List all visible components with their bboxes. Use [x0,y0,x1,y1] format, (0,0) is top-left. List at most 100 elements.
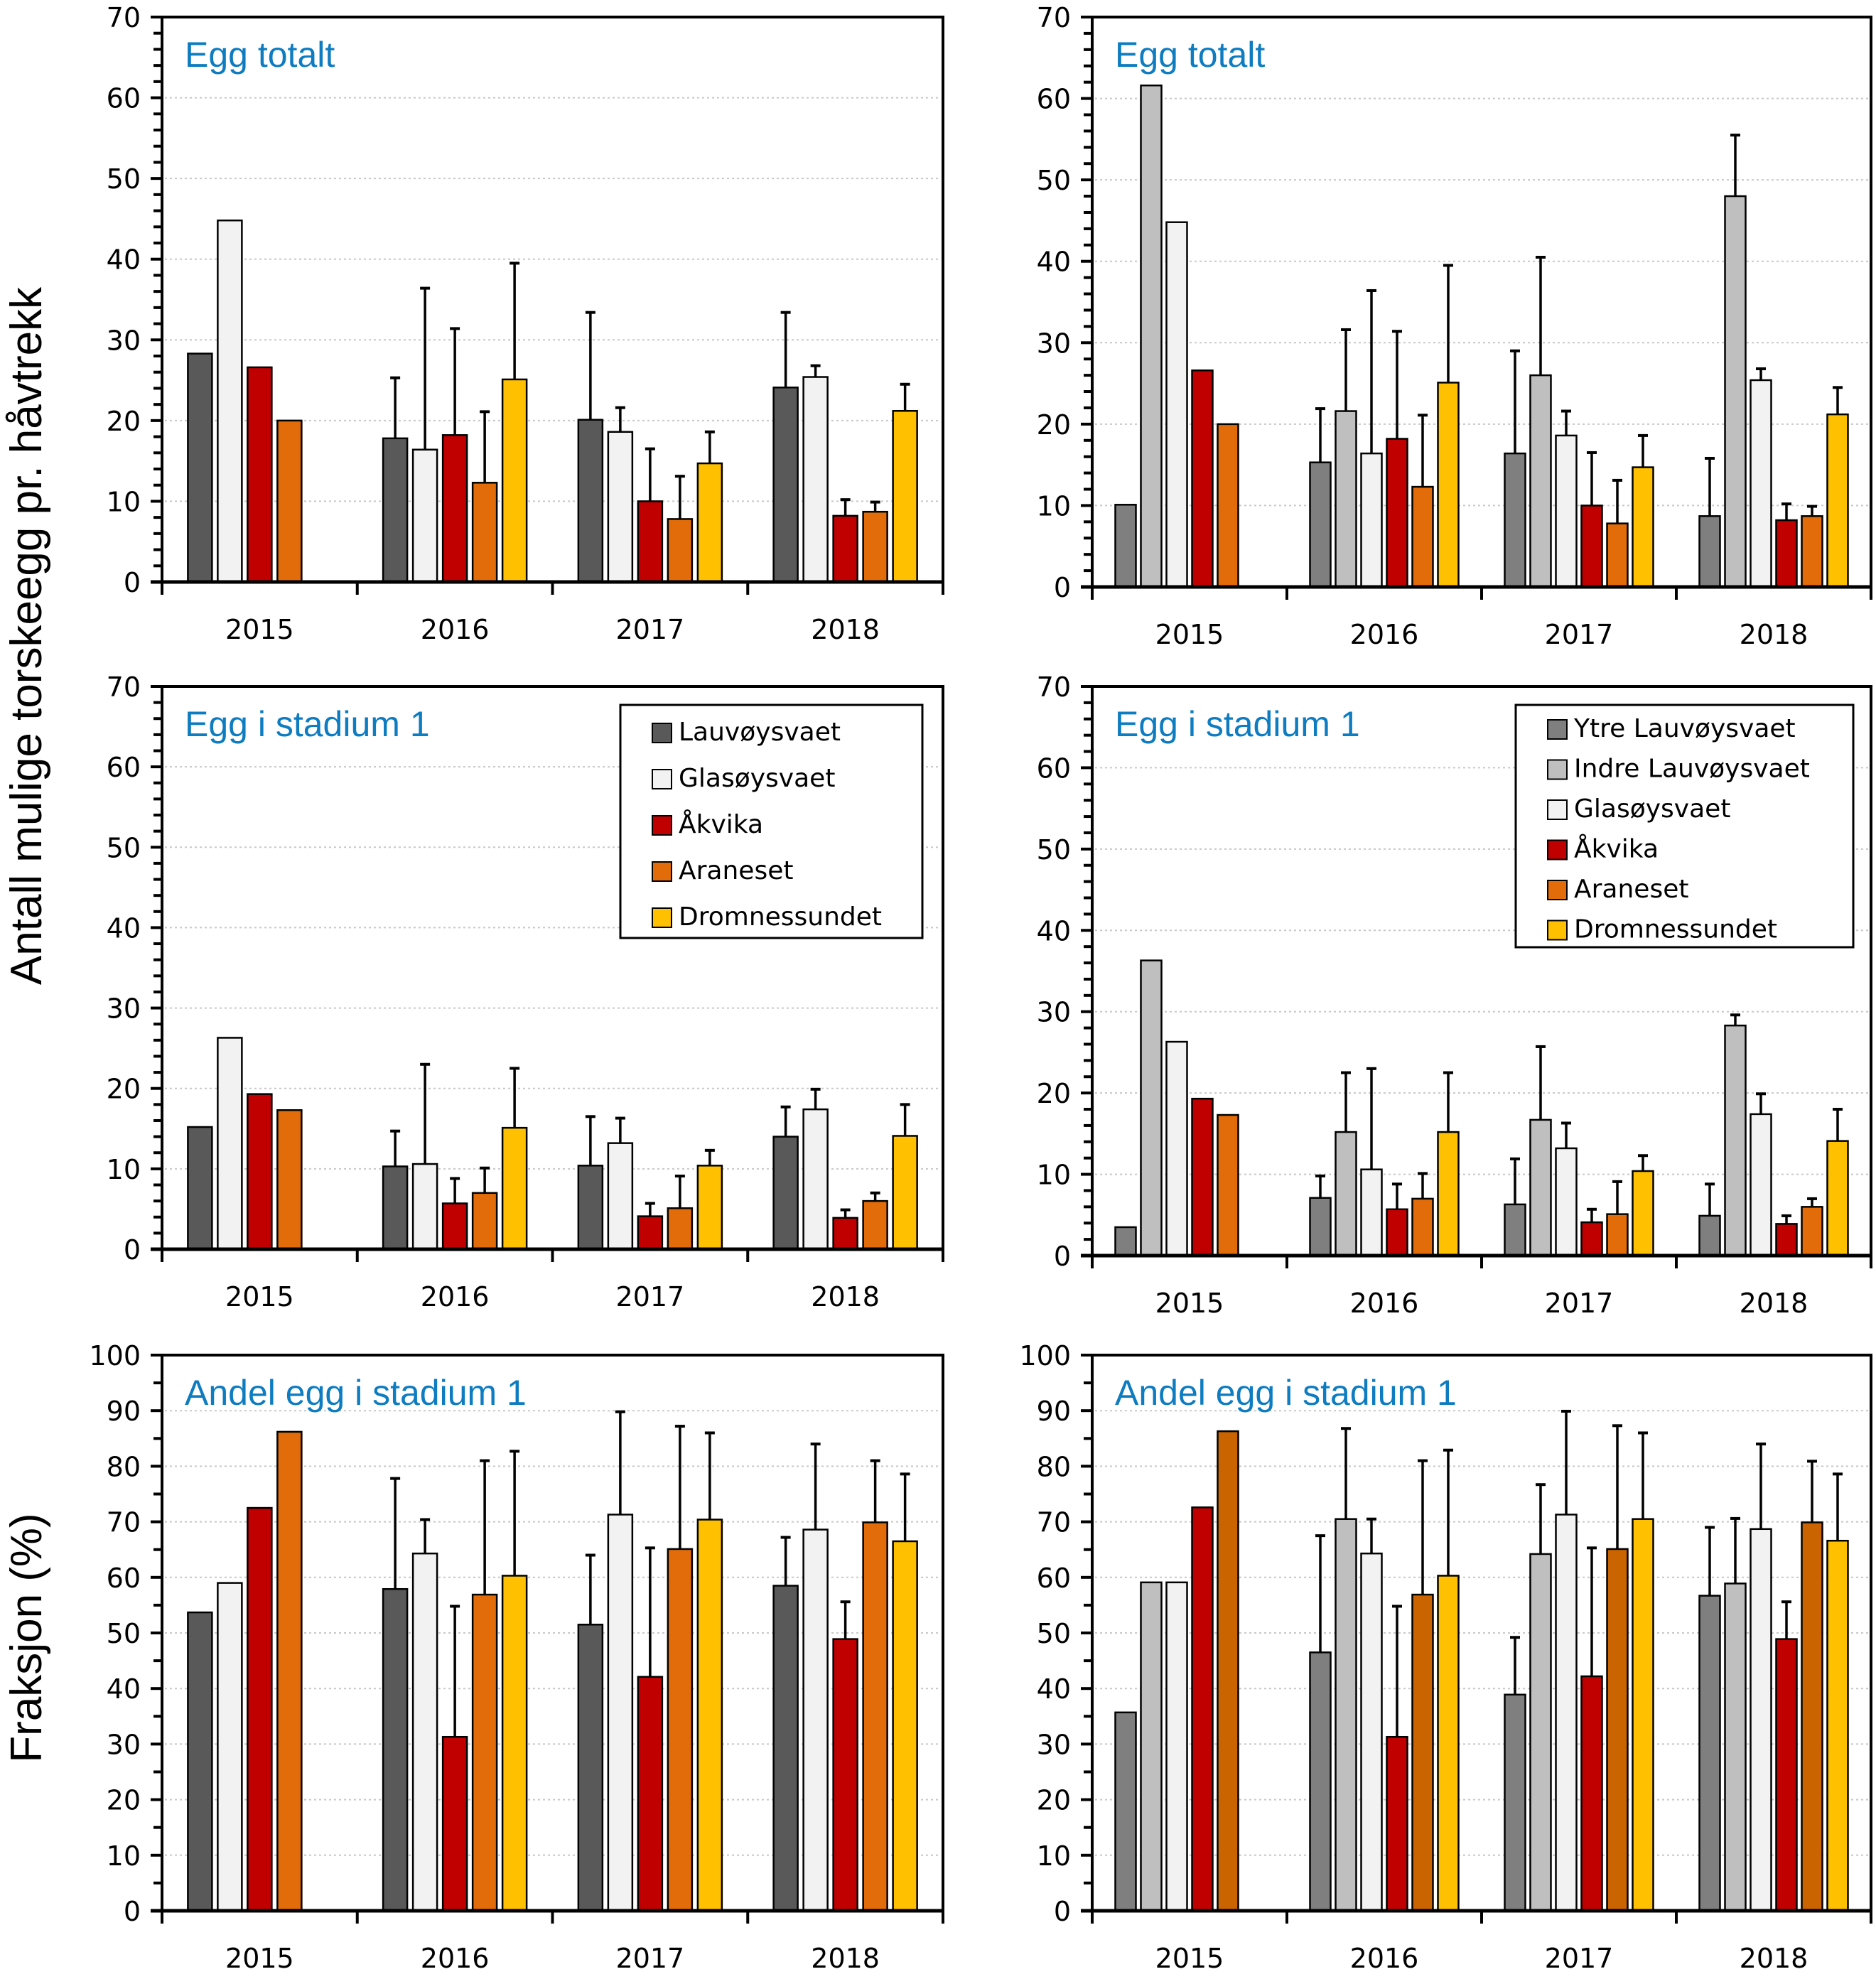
bar-dromnessundet-2018 [892,409,918,583]
x-tick-label: 2017 [616,1943,685,1974]
y-tick-label: 60 [107,83,141,114]
x-tick-label: 2018 [1740,1943,1808,1974]
bar-dromnessundet-2018 [892,1135,918,1251]
chart-panel-middle-right: 2015 2016 2017 2018 0 10 20 30 40 50 60 70 Egg i sta… [1037,672,1872,1319]
y-tick-label: 10 [107,1154,141,1185]
legend-item: Glasøysvaet [652,764,835,793]
legend-swatch [1547,759,1568,780]
x-tick-label: 2016 [421,1943,490,1974]
bar--kvika-2015 [1191,1097,1214,1257]
bar--kvika-2017 [637,1215,664,1251]
bar-dromnessundet-2017 [696,462,723,583]
y-tick-label: 20 [1037,1785,1071,1816]
bar--kvika-2016 [1386,438,1408,588]
bar-araneset-2017 [667,1548,694,1912]
x-tick-label: 2016 [1350,1288,1419,1319]
bar-glas-ysvaet-2018 [802,1528,829,1912]
bar-dromnessundet-2017 [696,1519,723,1912]
x-tick-label: 2017 [1545,1288,1614,1319]
bar-lauv-ysvaet-2016 [382,1587,409,1912]
bar--kvika-2017 [1580,1221,1603,1257]
y-tick-label: 60 [107,752,141,783]
x-tick-label: 2017 [616,614,685,645]
x-tick-label: 2018 [811,1281,880,1312]
y-tick-label: 60 [1037,1563,1071,1594]
bar--kvika-2016 [441,434,468,583]
legend-item: Åkvika [652,809,763,839]
plot-frame [162,16,944,582]
y-tick-label: 70 [1037,1507,1071,1538]
bar-lauv-ysvaet-2015 [187,1611,213,1912]
bar-indre-lauv-ysvaet-2017 [1529,1553,1552,1912]
bar-lauv-ysvaet-2017 [577,1165,604,1251]
y-tick-label: 80 [1037,1451,1071,1482]
bar-araneset-2017 [1606,1213,1629,1257]
y-tick-label: 40 [107,912,141,944]
bar-glas-ysvaet-2018 [1750,1113,1772,1257]
y-tick-label: 40 [1037,247,1071,278]
legend-swatch [652,815,672,836]
y-tick-label: 40 [107,1673,141,1705]
x-tick-label: 2018 [1740,1288,1808,1319]
y-tick-label: 0 [1054,572,1071,603]
legend-swatch [1547,839,1568,861]
legend-box [1514,703,1855,949]
bar-araneset-2017 [667,518,694,583]
plot-frame [162,1354,944,1911]
y-tick-label: 40 [1037,915,1071,947]
y-tick-label: 90 [1037,1396,1071,1427]
bar-glas-ysvaet-2016 [1360,1552,1383,1912]
legend-label: Dromnessundet [679,902,882,932]
bar-dromnessundet-2017 [1632,466,1654,588]
chart-panel-bottom-right: 2015 2016 2017 2018 0 10 20 30 40 50 60 70 80 90 100 An… [1019,1340,1872,1974]
y-tick-label: 70 [107,672,141,703]
y-tick-label: 60 [1037,84,1071,115]
y-tick-label: 10 [1037,490,1071,522]
bar-lauv-ysvaet-2015 [187,1126,213,1251]
bar--kvika-2016 [1386,1208,1408,1257]
bar-dromnessundet-2018 [1826,1539,1849,1912]
bar-ytre-lauv-ysvaet-2018 [1698,1214,1721,1257]
bar-glas-ysvaet-2017 [607,1514,634,1912]
legend-label: Lauvøysvaet [679,718,841,747]
bar-indre-lauv-ysvaet-2017 [1529,374,1552,588]
bar-dromnessundet-2018 [1826,1140,1849,1257]
legend-swatch [652,723,672,743]
y-tick-label: 70 [1037,672,1071,703]
bar-dromnessundet-2018 [1826,413,1849,588]
legend-item: Åkvika [1547,834,1659,864]
bar--kvika-2018 [1775,1638,1798,1912]
bar-araneset-2018 [1801,1206,1823,1257]
bar-dromnessundet-2016 [501,1126,528,1251]
y-axis-label-count: Antall mulige torskeegg pr. håvtrekk [2,286,51,985]
x-tick-label: 2018 [811,1943,880,1974]
y-tick-label: 30 [107,993,141,1025]
x-tick-label: 2015 [225,614,294,645]
bar-lauv-ysvaet-2018 [772,387,799,583]
bar--kvika-2018 [832,1638,858,1912]
bar-glas-ysvaet-2016 [411,448,438,583]
bar-araneset-2017 [667,1207,694,1251]
bar-araneset-2016 [1411,1593,1434,1912]
legend-item: Ytre Lauvøysvaet [1547,714,1796,743]
y-tick-label: 10 [107,486,141,517]
bar--kvika-2015 [247,1093,273,1251]
legend: Ytre Lauvøysvaet Indre Lauvøysvaet Glasøys… [1514,703,1855,949]
chart-panel-top-left: 2015 2016 2017 2018 0 10 20 30 40 50 60 70 Egg total… [107,2,944,645]
y-tick-label: 0 [124,1234,141,1266]
legend-swatch [1547,880,1568,900]
y-tick-label: 0 [124,1896,141,1927]
y-tick-label: 60 [1037,753,1071,784]
y-tick-label: 0 [124,567,141,598]
bar-glas-ysvaet-2016 [1360,452,1383,588]
bar-araneset-2015 [1217,423,1239,588]
bar-araneset-2018 [1801,1521,1823,1912]
y-tick-label: 50 [1037,1618,1071,1649]
bar-indre-lauv-ysvaet-2017 [1529,1118,1552,1257]
bar--kvika-2015 [1191,1506,1214,1912]
legend-item: Dromnessundet [1547,915,1777,944]
y-tick-label: 50 [1037,165,1071,196]
bar-araneset-2016 [471,1593,498,1912]
bar-glas-ysvaet-2018 [802,1108,829,1251]
bar-dromnessundet-2016 [501,1575,528,1912]
